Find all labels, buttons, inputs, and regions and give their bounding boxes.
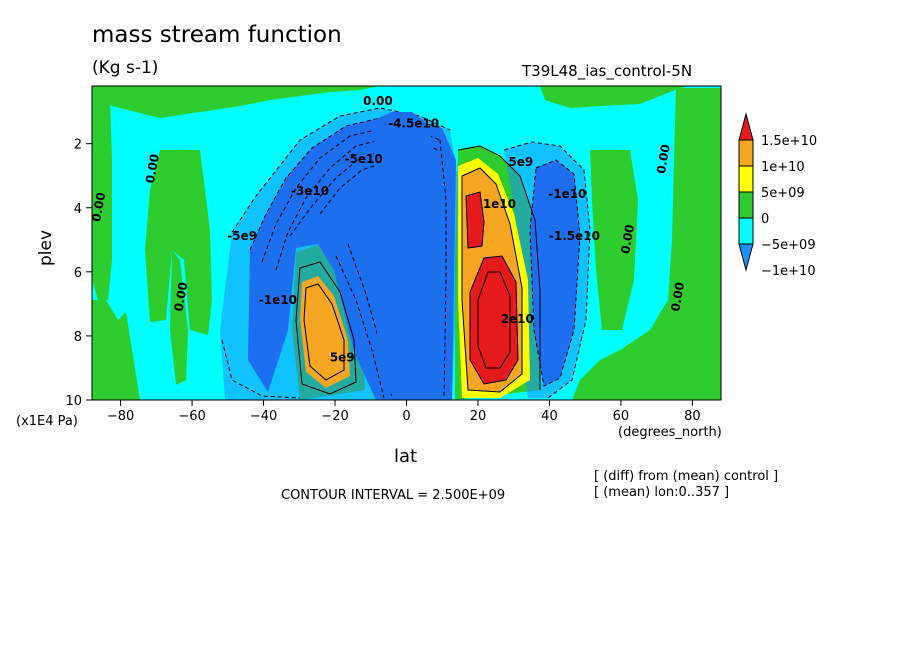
contour-label-2: 0.00 (143, 153, 162, 185)
chart-units: (Kg s-1) (92, 58, 159, 78)
fill-green-left-bottom2 (170, 250, 188, 385)
x-tick-label-4: 0 (402, 409, 410, 424)
colorbar-label-2: 5e+09 (761, 186, 805, 201)
fill-green-left-strip (92, 100, 112, 300)
colorbar-label-3: 0 (761, 212, 769, 227)
contour-label-11: 1e10 (483, 197, 516, 211)
contour-fill-layer (92, 86, 721, 400)
colorbar-swatch-1 (738, 139, 754, 167)
contour-line-3 (461, 167, 523, 393)
fill-deep-column (374, 112, 436, 398)
run-label: T39L48_ias_control-5N (522, 62, 693, 80)
x-tick-label-0: −80 (107, 409, 134, 424)
contour-label-9: -1e10 (259, 293, 297, 307)
contour-label-10: 5e9 (330, 351, 355, 365)
contour-interval: CONTOUR INTERVAL = 2.500E+09 (281, 488, 506, 503)
dashed-contour-2 (249, 117, 443, 251)
contour-label-7: -4.5e10 (388, 117, 439, 131)
note-mean: [ (mean) lon:0..357 ] (594, 485, 730, 500)
fill-green-top-right (540, 86, 690, 108)
colorbar-swatch-4 (738, 217, 754, 245)
dashed-contour-11 (529, 159, 581, 387)
contour-label-3: 0.00 (172, 281, 191, 313)
contour-label-8: -5e9 (227, 229, 257, 243)
y-tick-label-0: 2 (74, 138, 82, 153)
x-tick-label-8: 80 (684, 409, 701, 424)
contour-label-17: -3e10 (291, 184, 329, 198)
contour-label-5: 0.00 (618, 223, 637, 255)
colorbar-bottom-triangle (738, 243, 754, 272)
contour-line-5 (477, 271, 511, 369)
x-tick-label-1: −60 (178, 409, 205, 424)
x-tick-label-3: −20 (321, 409, 348, 424)
y-tick-label-2: 6 (74, 266, 82, 281)
contour-label-14: -1e10 (548, 187, 586, 201)
x-axis-units: (degrees_north) (618, 425, 722, 440)
fill-orange-sh (300, 276, 350, 388)
dashed-contour-10 (503, 141, 591, 399)
contour-label-15: -1.5e10 (549, 229, 600, 243)
x-tick-label-6: 40 (541, 409, 558, 424)
colorbar: 1.5e+10 1e+10 5e+09 0 −5e+09 −1e+10 (738, 112, 817, 279)
fill-green-left-column (145, 150, 212, 335)
dashed-contour-12 (221, 339, 301, 399)
contour-label-6: 0.00 (668, 281, 687, 313)
contour-label-4: 0.00 (654, 143, 673, 175)
colorbar-label-5: −1e+10 (761, 264, 816, 279)
fill-blue-nh-core (530, 160, 580, 386)
y-axis: 2 4 6 8 10 (65, 138, 92, 409)
fill-green-top-left (92, 86, 380, 118)
contour-label-1: 0.00 (89, 191, 108, 223)
colorbar-swatch-3 (738, 191, 754, 219)
x-tick-label-5: 20 (470, 409, 487, 424)
y-tick-label-4: 10 (65, 394, 82, 409)
fill-green-right-edge (572, 88, 721, 400)
contour-line-7 (457, 145, 541, 390)
fill-red-nh-upper (466, 192, 484, 248)
contour-label-16: -5e10 (345, 152, 383, 166)
colorbar-label-4: −5e+09 (761, 238, 816, 253)
colorbar-swatch-2 (738, 165, 754, 193)
dashed-contour-8 (347, 243, 393, 399)
note-diff: [ (diff) from (mean) control ] (594, 469, 779, 484)
contour-line-1 (295, 261, 357, 395)
chart-title: mass stream function (92, 22, 342, 48)
dashed-contour-1 (231, 107, 451, 233)
y-tick-label-1: 4 (74, 202, 82, 217)
y-tick-label-3: 8 (74, 330, 82, 345)
x-tick-label-7: 60 (613, 409, 630, 424)
fill-green-left-bottom (92, 300, 140, 400)
contour-label-13: 5e9 (508, 155, 533, 169)
contour-line-4 (469, 255, 519, 385)
contour-lines (295, 145, 541, 395)
dashed-contour-7 (335, 255, 385, 399)
x-tick-label-2: −40 (250, 409, 277, 424)
dashed-contour-9 (439, 139, 447, 399)
colorbar-label-1: 1e+10 (761, 160, 805, 175)
contour-line-6 (465, 191, 485, 249)
fill-green-right-col (590, 150, 638, 330)
contour-label-layer: 0.00 0.00 0.00 0.00 0.00 0.00 0.00 -4.5e10 -5e9 -… (89, 94, 687, 364)
contour-line-2 (303, 283, 345, 381)
y-axis-units: (x1E4 Pa) (16, 414, 78, 429)
x-axis: −80 −60 −40 −20 0 20 40 60 80 (107, 400, 701, 424)
colorbar-label-0: 1.5e+10 (761, 134, 817, 149)
x-axis-label: lat (394, 446, 418, 467)
colorbar-top-triangle (738, 112, 754, 141)
contour-label-0: 0.00 (363, 94, 393, 108)
contour-label-12: 2e10 (501, 312, 534, 326)
